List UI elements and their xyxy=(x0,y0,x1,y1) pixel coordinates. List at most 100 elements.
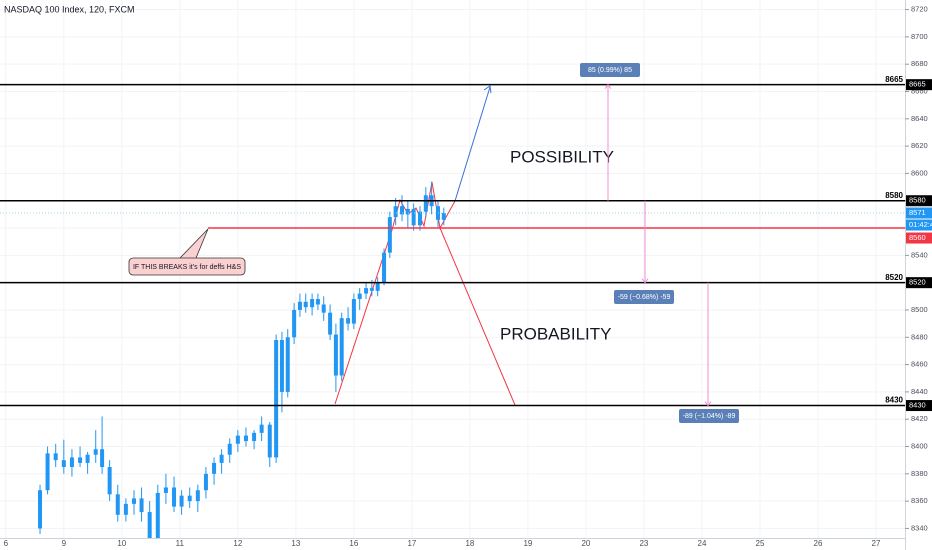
candle-body xyxy=(179,495,184,507)
measure-label: -59 (−0.68%) -59 xyxy=(618,294,671,301)
candle-body xyxy=(357,293,362,300)
candle-body xyxy=(297,301,302,310)
countdown-label: 01:42:4 xyxy=(909,220,932,229)
measure-arrow xyxy=(704,401,712,407)
x-tick-label: 12 xyxy=(233,539,242,548)
candle-body xyxy=(259,424,264,433)
candle-body xyxy=(78,457,83,463)
candle-body xyxy=(115,494,120,515)
candle-body xyxy=(212,462,217,474)
candle-body xyxy=(107,466,112,495)
candle-body xyxy=(61,460,66,467)
callout-text: IF THIS BREAKS it's for deffs H&S xyxy=(133,264,241,271)
candle-body xyxy=(155,492,160,538)
y-tick-label: 8620 xyxy=(911,141,928,150)
y-tick-label: 8700 xyxy=(911,32,928,41)
candle-body xyxy=(303,301,308,308)
chart-title: NASDAQ 100 Index, 120, FXCM xyxy=(4,4,135,14)
x-tick-label: 23 xyxy=(639,539,648,548)
candle-body xyxy=(364,288,369,294)
x-tick-label: 24 xyxy=(698,539,707,548)
x-tick-label: 10 xyxy=(117,539,126,548)
level-axis-label-box xyxy=(906,79,932,91)
candle-body xyxy=(418,211,423,226)
candle-body xyxy=(252,432,257,442)
candle-body xyxy=(441,213,446,220)
callout-box xyxy=(128,257,246,276)
candle-body xyxy=(53,453,58,461)
measure-box xyxy=(679,409,739,423)
y-tick-label: 8680 xyxy=(911,59,928,68)
x-tick-label: 20 xyxy=(581,539,590,548)
projection-line xyxy=(439,227,516,406)
level-axis-label: 8665 xyxy=(909,80,926,89)
candle-body xyxy=(423,195,428,212)
y-tick-label: 8640 xyxy=(911,114,928,123)
candle-body xyxy=(346,318,351,324)
candle-body xyxy=(123,503,128,515)
candle-body xyxy=(405,208,410,215)
candle-body xyxy=(45,453,50,491)
candle-body xyxy=(187,495,192,502)
candle-body xyxy=(285,337,290,392)
x-tick-label: 16 xyxy=(349,539,358,548)
y-tick-label: 8420 xyxy=(911,414,928,423)
candle-body xyxy=(315,299,320,305)
projection-line xyxy=(454,86,491,202)
x-tick-label: 9 xyxy=(62,539,67,548)
x-tick-label: 25 xyxy=(756,539,765,548)
candle-body xyxy=(147,512,152,538)
candle-body xyxy=(375,282,380,291)
candle-body xyxy=(292,309,297,338)
y-tick-label: 8480 xyxy=(911,332,928,341)
arrow-head xyxy=(483,85,492,94)
callout-pointer xyxy=(179,228,209,259)
measure-label: -89 (−1.04%) -89 xyxy=(683,413,736,420)
measure-box xyxy=(614,290,674,304)
candle-body xyxy=(310,299,315,308)
candle-body xyxy=(387,217,392,253)
level-axis-label-box xyxy=(906,277,932,289)
price-axis: 8340 8360 8380 8400 8420 8440 8460 8480 8500 8520… xyxy=(905,5,932,532)
candle-body xyxy=(400,206,405,215)
candle-body xyxy=(274,340,279,458)
measure-box xyxy=(580,63,640,77)
y-tick-label: 8400 xyxy=(911,441,928,450)
candle-body xyxy=(163,487,168,493)
candle-body xyxy=(219,454,224,463)
x-tick-label: 17 xyxy=(407,539,416,548)
candle-body xyxy=(203,473,208,491)
level-axis-label: 8520 xyxy=(909,278,926,287)
level-label: 8580 xyxy=(885,191,903,200)
y-tick-label: 8460 xyxy=(911,360,928,369)
level-axis-label: 8580 xyxy=(909,196,926,205)
x-tick-label: 13 xyxy=(291,539,300,548)
candle-body xyxy=(235,435,240,444)
x-tick-label: 11 xyxy=(176,539,185,548)
candle-body xyxy=(321,304,326,313)
y-tick-label: 8660 xyxy=(911,86,928,95)
y-tick-label: 8600 xyxy=(911,168,928,177)
candle-body xyxy=(411,208,416,226)
candle-body xyxy=(328,312,333,335)
level-label: 8665 xyxy=(885,75,903,84)
y-tick-label: 8340 xyxy=(911,523,928,532)
x-tick-label: 27 xyxy=(872,539,881,548)
candle-body xyxy=(38,490,43,529)
y-tick-label: 8360 xyxy=(911,496,928,505)
candle-body xyxy=(227,443,232,455)
measure-arrow xyxy=(604,83,612,89)
candle-body xyxy=(243,435,248,442)
last-price-label: 8571 xyxy=(909,208,926,217)
candle-body xyxy=(139,498,144,513)
level-label: 8520 xyxy=(885,273,903,282)
candle-body xyxy=(85,454,90,463)
y-tick-label: 8440 xyxy=(911,387,928,396)
measure-label: 85 (0.99%) 85 xyxy=(588,67,632,74)
measure-arrow xyxy=(641,278,649,284)
candle-body xyxy=(382,252,387,283)
support-axis-label: 8560 xyxy=(909,233,926,242)
support-axis-label-box xyxy=(906,232,932,244)
candle-body xyxy=(132,498,137,504)
